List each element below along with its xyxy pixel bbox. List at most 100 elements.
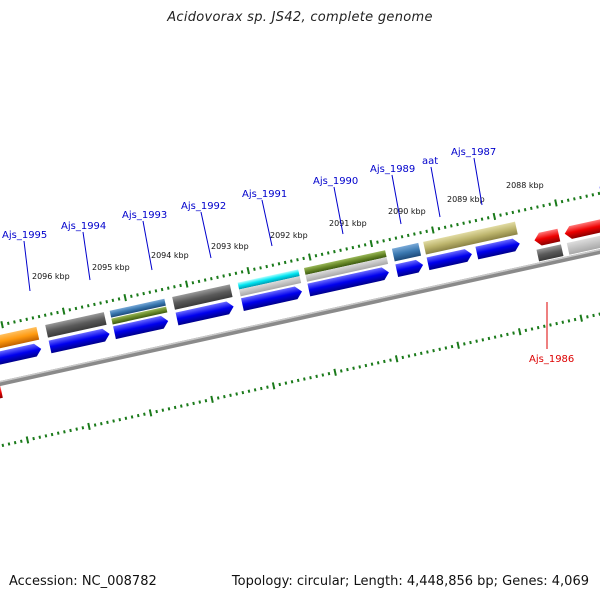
tick-ruler-top (0, 191, 600, 329)
tick-minor (228, 272, 232, 277)
tick-minor (210, 277, 213, 281)
forward-cds-arrow (48, 328, 110, 354)
tick-minor (31, 316, 35, 320)
tick-minor (240, 270, 244, 274)
reverse-cds-fragment-left (0, 386, 3, 401)
kbp-label: 2089 kbp (447, 195, 485, 204)
gene-label-leader (261, 199, 273, 247)
tick-minor (93, 302, 96, 307)
tick-minor (314, 254, 318, 258)
feature-block-ajs1990-bottom (305, 257, 389, 282)
tick-minor (112, 419, 115, 423)
tick-minor (32, 436, 35, 441)
tick-minor (154, 289, 158, 293)
tick-minor (25, 317, 29, 321)
tick-minor (524, 328, 528, 333)
tick-minor (38, 435, 42, 439)
kbp-label: 2088 kbp (506, 181, 544, 190)
gene-label: Ajs_1986 (529, 354, 574, 365)
gene-label: Ajs_1993 (122, 210, 167, 221)
tick-minor (400, 235, 404, 239)
tick-minor (229, 393, 232, 397)
tick-minor (20, 439, 23, 443)
tick-minor (523, 208, 527, 212)
gene-label: Ajs_1995 (2, 230, 47, 241)
tick-minor (345, 247, 349, 251)
reverse-cds-arrow (564, 215, 600, 239)
tick-minor (50, 312, 53, 316)
tick-minor (13, 440, 17, 445)
tick-minor (419, 231, 422, 235)
feature-block-ajs1991-bottom (239, 276, 302, 297)
kbp-label: 2096 kbp (32, 272, 70, 281)
tick-minor (241, 390, 245, 395)
tick-minor (130, 415, 134, 419)
tick-minor (376, 240, 379, 244)
tick-minor (234, 271, 238, 275)
tick-minor (197, 279, 201, 284)
tick-minor (253, 267, 256, 271)
tick-minor (419, 351, 423, 356)
tick-minor (44, 434, 48, 438)
tick-minor (499, 334, 503, 338)
tick-minor (167, 407, 171, 411)
tick-minor (573, 317, 577, 322)
tick-major (394, 355, 399, 363)
tick-minor (235, 392, 238, 396)
tick-minor (333, 249, 336, 254)
tick-minor (543, 324, 546, 328)
tick-minor (290, 259, 293, 263)
tick-minor (437, 226, 441, 231)
tick-minor (450, 344, 454, 349)
feature-block-ajs1991-top (237, 269, 300, 290)
kbp-label: 2090 kbp (388, 207, 426, 216)
forward-cds-row (0, 238, 520, 367)
tick-minor (166, 286, 170, 290)
gene-label: aat (422, 156, 438, 167)
tick-minor (320, 252, 324, 257)
tick-minor (573, 197, 576, 201)
tick-minor (560, 199, 564, 204)
tick-minor (487, 336, 491, 341)
tick-minor (432, 348, 435, 353)
gene-label-leader (23, 240, 31, 292)
tick-major (579, 314, 583, 322)
tick-minor (388, 237, 392, 242)
tick-major (369, 239, 374, 248)
tick-major (0, 321, 4, 329)
tick-minor (100, 422, 103, 426)
forward-cds-arrow (426, 249, 472, 271)
feature-row-upper (0, 221, 600, 351)
tick-minor (74, 306, 78, 311)
tick-minor (198, 400, 202, 404)
gene-labels: Ajs_1995 Ajs_1994 Ajs_1993 Ajs_1992 Ajs_1991… (2, 147, 574, 365)
feature-block-ajs1993-top (109, 298, 166, 318)
tick-major (456, 341, 460, 349)
tick-minor (382, 239, 385, 243)
tick-major (431, 226, 435, 234)
feature-block-ajs1995 (0, 326, 40, 351)
genome-summary-text: Topology: circular; Length: 4,448,856 bp… (231, 574, 589, 589)
tick-major (87, 422, 91, 431)
tick-minor (364, 363, 368, 368)
tick-minor (117, 297, 121, 301)
tick-minor (7, 442, 11, 446)
gene-label: Ajs_1989 (370, 164, 415, 175)
feature-block-ajs1992 (172, 284, 233, 310)
tick-minor (529, 206, 533, 211)
map-title: Acidovorax sp. JS42, complete genome (167, 10, 433, 25)
tick-minor (542, 203, 545, 208)
tick-minor (247, 389, 251, 393)
tick-major (517, 328, 522, 336)
tick-minor (506, 332, 509, 337)
tick-major (308, 253, 312, 261)
tick-minor (86, 304, 90, 308)
tick-minor (56, 310, 59, 315)
tick-minor (512, 331, 515, 335)
tick-minor (363, 243, 367, 247)
tick-minor (80, 305, 84, 309)
tick-minor (401, 355, 405, 360)
tick-minor (468, 220, 472, 224)
tick-minor (277, 262, 281, 266)
